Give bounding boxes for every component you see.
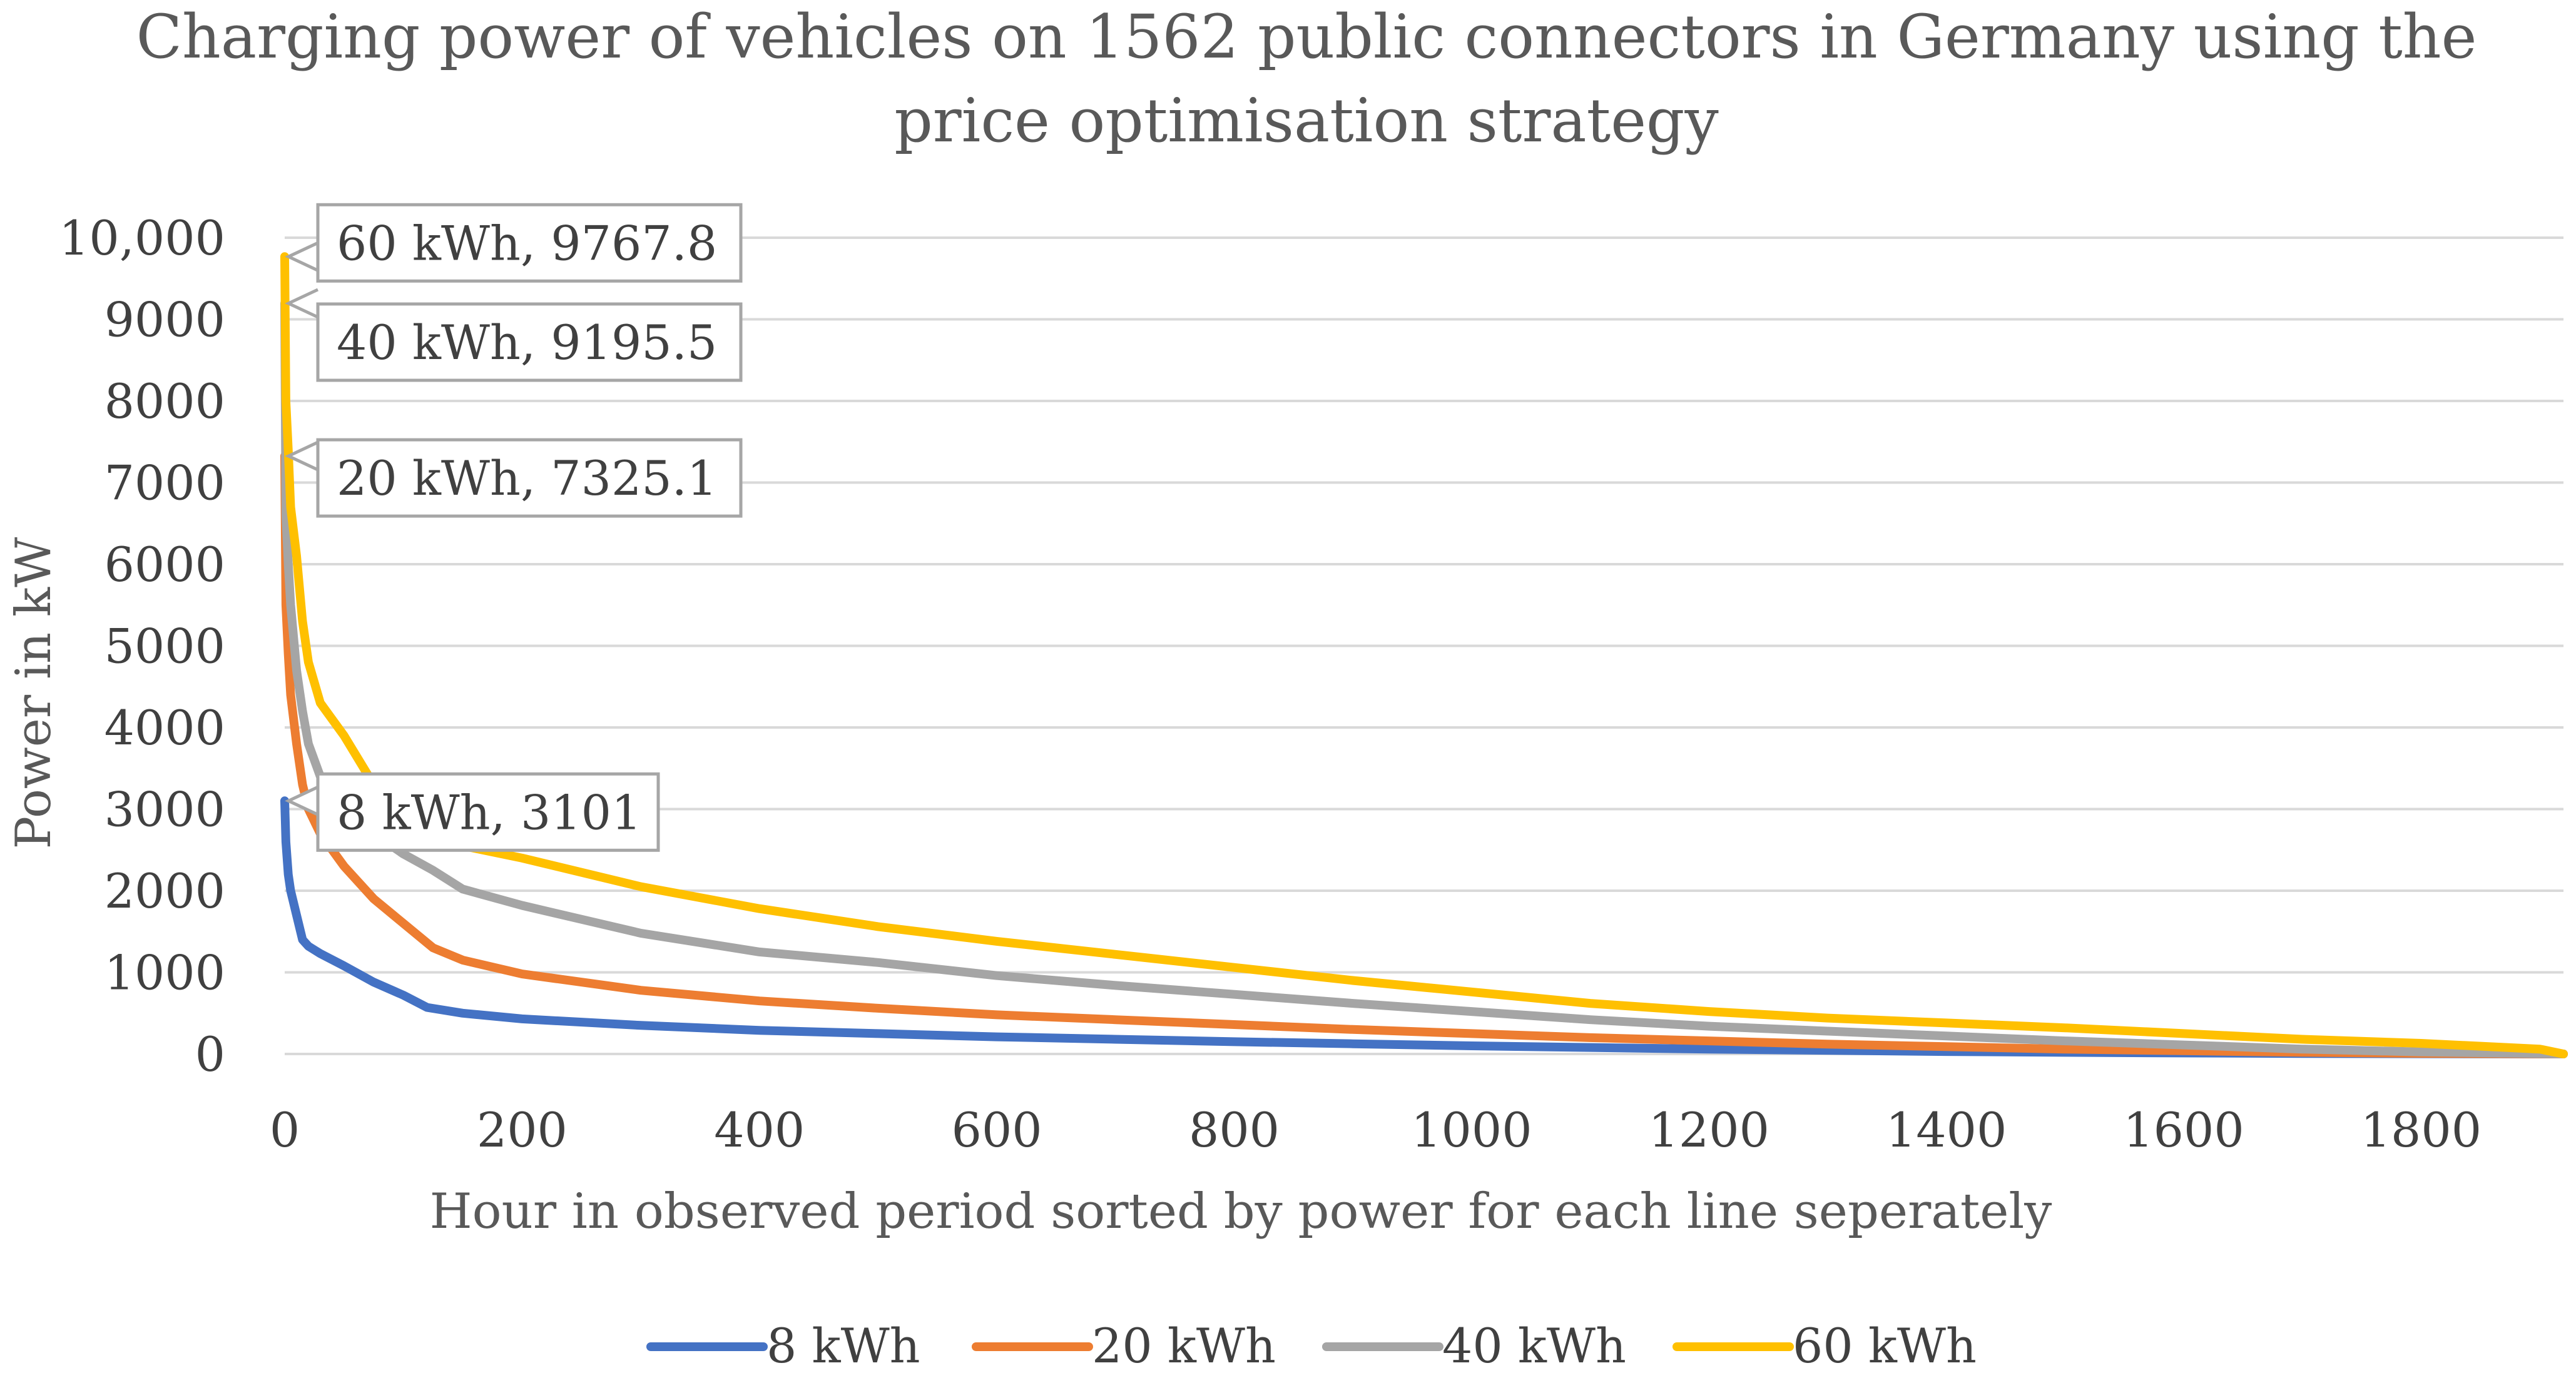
x-axis-label: Hour in observed period sorted by power … <box>430 1183 2052 1240</box>
callout-8-kwh: 8 kWh, 3101 <box>285 772 660 852</box>
x-tick-label-600: 600 <box>952 1102 1042 1158</box>
series-line-40-kwh <box>280 299 2568 1058</box>
x-tick-label-1200: 1200 <box>1649 1102 1769 1158</box>
callout-pointer <box>285 241 319 272</box>
series-line-20-kwh <box>280 452 2568 1058</box>
x-tick-label-200: 200 <box>477 1102 568 1158</box>
callout-20-kwh: 20 kWh, 7325.1 <box>285 438 743 518</box>
legend-item-40-kwh: 40 kWh <box>1322 1318 1626 1374</box>
y-tick-label-10000: 10,000 <box>59 210 225 266</box>
callout-60-kwh: 60 kWh, 9767.8 <box>285 203 743 283</box>
legend: 8 kWh 20 kWh 40 kWh 60 kWh <box>646 1318 1977 1374</box>
callout-label: 20 kWh, 7325.1 <box>337 450 717 506</box>
series-line-60-kwh <box>280 252 2568 1058</box>
y-tick-label-4000: 4000 <box>104 700 225 756</box>
callout-pointer <box>285 440 319 472</box>
x-tick-label-400: 400 <box>714 1102 805 1158</box>
y-tick-label-3000: 3000 <box>104 782 225 838</box>
callout-box <box>316 772 660 852</box>
y-tick-label-8000: 8000 <box>104 373 225 429</box>
x-tick-label-1400: 1400 <box>1886 1102 2007 1158</box>
callout-label: 8 kWh, 3101 <box>337 784 641 840</box>
y-tick-label-5000: 5000 <box>104 619 225 674</box>
callout-40-kwh: 40 kWh, 9195.5 <box>285 288 743 382</box>
y-axis-ticks: 0 1000 2000 3000 4000 5000 6000 7000 8000 9000 10,… <box>59 210 225 1082</box>
x-axis-ticks: 0 200 400 600 800 1000 1200 1400 1600 1800 <box>270 1102 2482 1158</box>
legend-item-20-kwh: 20 kWh <box>972 1318 1276 1374</box>
series-lines <box>280 252 2568 1058</box>
callout-pointer <box>285 288 319 319</box>
y-tick-label-9000: 9000 <box>104 292 225 348</box>
y-tick-label-7000: 7000 <box>104 455 225 511</box>
legend-label-60-kwh: 60 kWh <box>1793 1318 1977 1374</box>
y-tick-label-0: 0 <box>195 1026 225 1082</box>
callout-pointer <box>285 786 319 816</box>
chart-title-line-2: price optimisation strategy <box>894 86 1718 156</box>
y-tick-label-2000: 2000 <box>104 863 225 919</box>
x-tick-label-0: 0 <box>270 1102 300 1158</box>
callout-box <box>316 203 743 283</box>
legend-label-20-kwh: 20 kWh <box>1092 1318 1276 1374</box>
data-callouts: 60 kWh, 9767.8 40 kWh, 9195.5 20 kWh, 7325… <box>285 203 743 852</box>
x-tick-label-1600: 1600 <box>2123 1102 2244 1158</box>
x-tick-label-800: 800 <box>1189 1102 1280 1158</box>
x-tick-label-1000: 1000 <box>1411 1102 1532 1158</box>
x-tick-label-1800: 1800 <box>2361 1102 2482 1158</box>
y-axis-label: Power in kW <box>6 537 62 849</box>
y-tick-label-1000: 1000 <box>104 945 225 1001</box>
legend-label-40-kwh: 40 kWh <box>1442 1318 1626 1374</box>
legend-item-60-kwh: 60 kWh <box>1672 1318 1977 1374</box>
chart-title-line-1: Charging power of vehicles on 1562 publi… <box>136 2 2477 72</box>
callout-box <box>316 438 743 518</box>
legend-label-8-kwh: 8 kWh <box>766 1318 920 1374</box>
y-tick-label-6000: 6000 <box>104 537 225 592</box>
callout-box <box>316 302 743 382</box>
callout-label: 60 kWh, 9767.8 <box>337 215 717 271</box>
callout-label: 40 kWh, 9195.5 <box>337 315 717 370</box>
legend-item-8-kwh: 8 kWh <box>646 1318 920 1374</box>
